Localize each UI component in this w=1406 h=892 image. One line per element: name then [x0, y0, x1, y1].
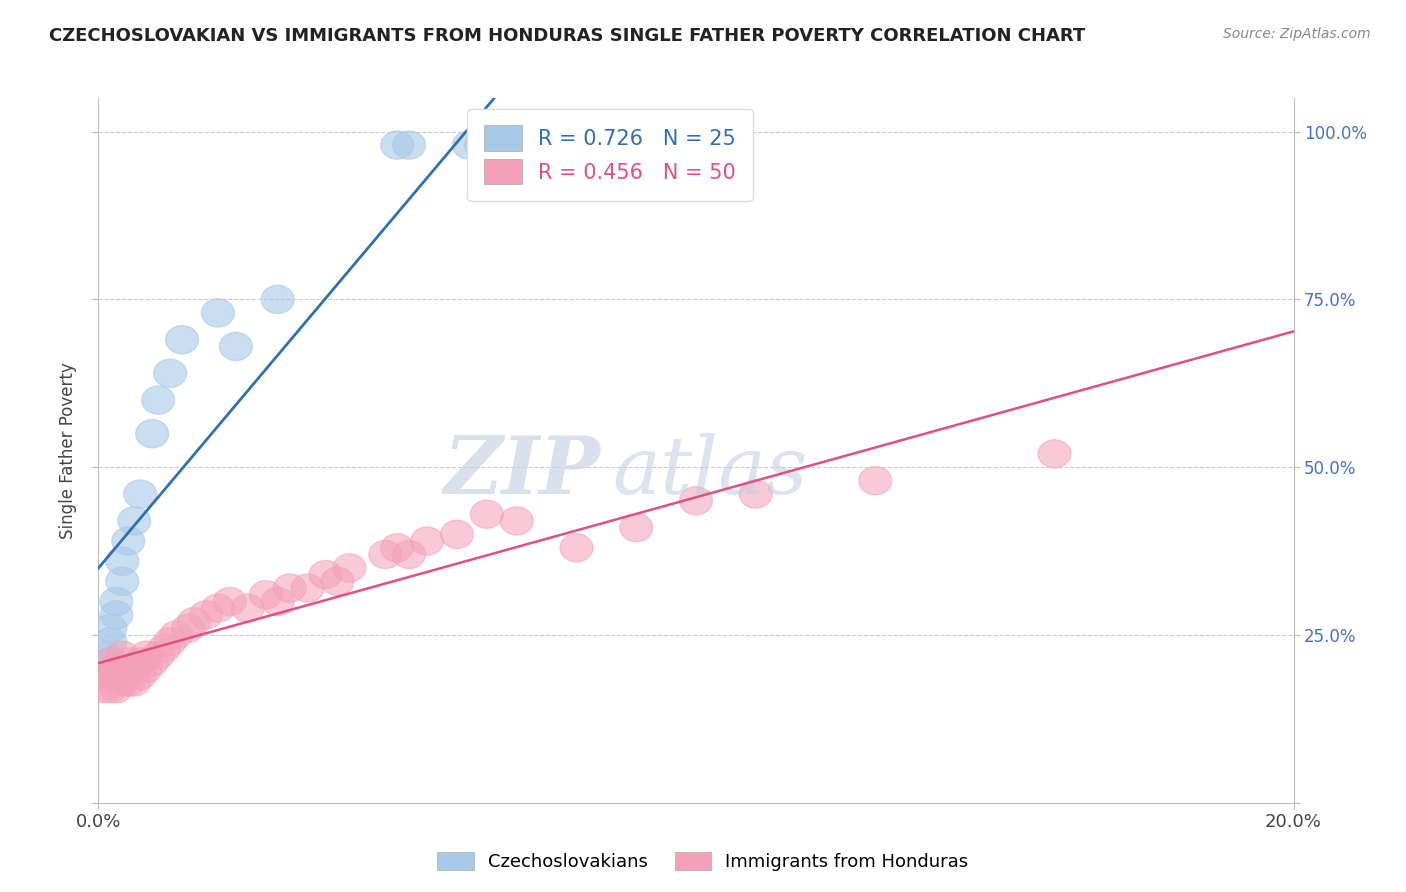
Ellipse shape [190, 601, 222, 629]
Ellipse shape [129, 655, 163, 682]
Ellipse shape [124, 661, 156, 690]
Ellipse shape [89, 641, 121, 669]
Ellipse shape [153, 628, 187, 656]
Ellipse shape [333, 554, 366, 582]
Ellipse shape [177, 607, 211, 636]
Ellipse shape [112, 527, 145, 555]
Ellipse shape [105, 655, 139, 682]
Ellipse shape [136, 648, 169, 676]
Text: atlas: atlas [613, 433, 807, 510]
Ellipse shape [124, 480, 156, 508]
Legend: Czechoslovakians, Immigrants from Honduras: Czechoslovakians, Immigrants from Hondur… [430, 845, 976, 879]
Ellipse shape [219, 333, 252, 360]
Ellipse shape [153, 359, 187, 387]
Ellipse shape [105, 641, 139, 669]
Ellipse shape [105, 567, 139, 596]
Ellipse shape [112, 648, 145, 676]
Ellipse shape [94, 661, 127, 690]
Ellipse shape [501, 131, 533, 159]
Ellipse shape [148, 634, 180, 663]
Ellipse shape [100, 601, 132, 629]
Ellipse shape [262, 285, 294, 314]
Ellipse shape [172, 615, 204, 642]
Ellipse shape [142, 641, 174, 669]
Ellipse shape [368, 541, 402, 568]
Ellipse shape [100, 655, 132, 682]
Ellipse shape [100, 674, 132, 703]
Ellipse shape [381, 131, 413, 159]
Ellipse shape [392, 541, 426, 568]
Ellipse shape [112, 668, 145, 696]
Ellipse shape [440, 520, 474, 549]
Ellipse shape [136, 419, 169, 448]
Ellipse shape [560, 533, 593, 562]
Ellipse shape [1038, 440, 1071, 468]
Ellipse shape [620, 514, 652, 541]
Ellipse shape [232, 594, 264, 623]
Ellipse shape [89, 661, 121, 690]
Ellipse shape [118, 507, 150, 535]
Ellipse shape [94, 648, 127, 676]
Ellipse shape [94, 628, 127, 656]
Ellipse shape [214, 587, 246, 615]
Ellipse shape [859, 467, 891, 495]
Text: CZECHOSLOVAKIAN VS IMMIGRANTS FROM HONDURAS SINGLE FATHER POVERTY CORRELATION CH: CZECHOSLOVAKIAN VS IMMIGRANTS FROM HONDU… [49, 27, 1085, 45]
Ellipse shape [501, 507, 533, 535]
Ellipse shape [392, 131, 426, 159]
Ellipse shape [142, 386, 174, 414]
Ellipse shape [118, 655, 150, 682]
Ellipse shape [488, 131, 522, 159]
Ellipse shape [477, 131, 509, 159]
Ellipse shape [411, 527, 443, 555]
Ellipse shape [89, 655, 121, 682]
Ellipse shape [464, 131, 498, 159]
Ellipse shape [262, 587, 294, 615]
Ellipse shape [94, 615, 127, 642]
Ellipse shape [321, 567, 354, 596]
Text: ZIP: ZIP [443, 433, 600, 510]
Ellipse shape [471, 500, 503, 528]
Ellipse shape [249, 581, 283, 609]
Ellipse shape [453, 131, 485, 159]
Ellipse shape [118, 668, 150, 696]
Ellipse shape [201, 299, 235, 327]
Ellipse shape [309, 560, 342, 589]
Ellipse shape [166, 326, 198, 354]
Y-axis label: Single Father Poverty: Single Father Poverty [59, 362, 77, 539]
Ellipse shape [94, 674, 127, 703]
Ellipse shape [89, 674, 121, 703]
Ellipse shape [105, 547, 139, 575]
Ellipse shape [740, 480, 772, 508]
Ellipse shape [381, 533, 413, 562]
Ellipse shape [124, 648, 156, 676]
Ellipse shape [160, 621, 193, 649]
Legend: R = 0.726   N = 25, R = 0.456   N = 50: R = 0.726 N = 25, R = 0.456 N = 50 [467, 109, 752, 201]
Ellipse shape [273, 574, 307, 602]
Ellipse shape [100, 587, 132, 615]
Ellipse shape [105, 668, 139, 696]
Ellipse shape [291, 574, 323, 602]
Text: Source: ZipAtlas.com: Source: ZipAtlas.com [1223, 27, 1371, 41]
Ellipse shape [129, 641, 163, 669]
Ellipse shape [201, 594, 235, 623]
Ellipse shape [679, 487, 713, 515]
